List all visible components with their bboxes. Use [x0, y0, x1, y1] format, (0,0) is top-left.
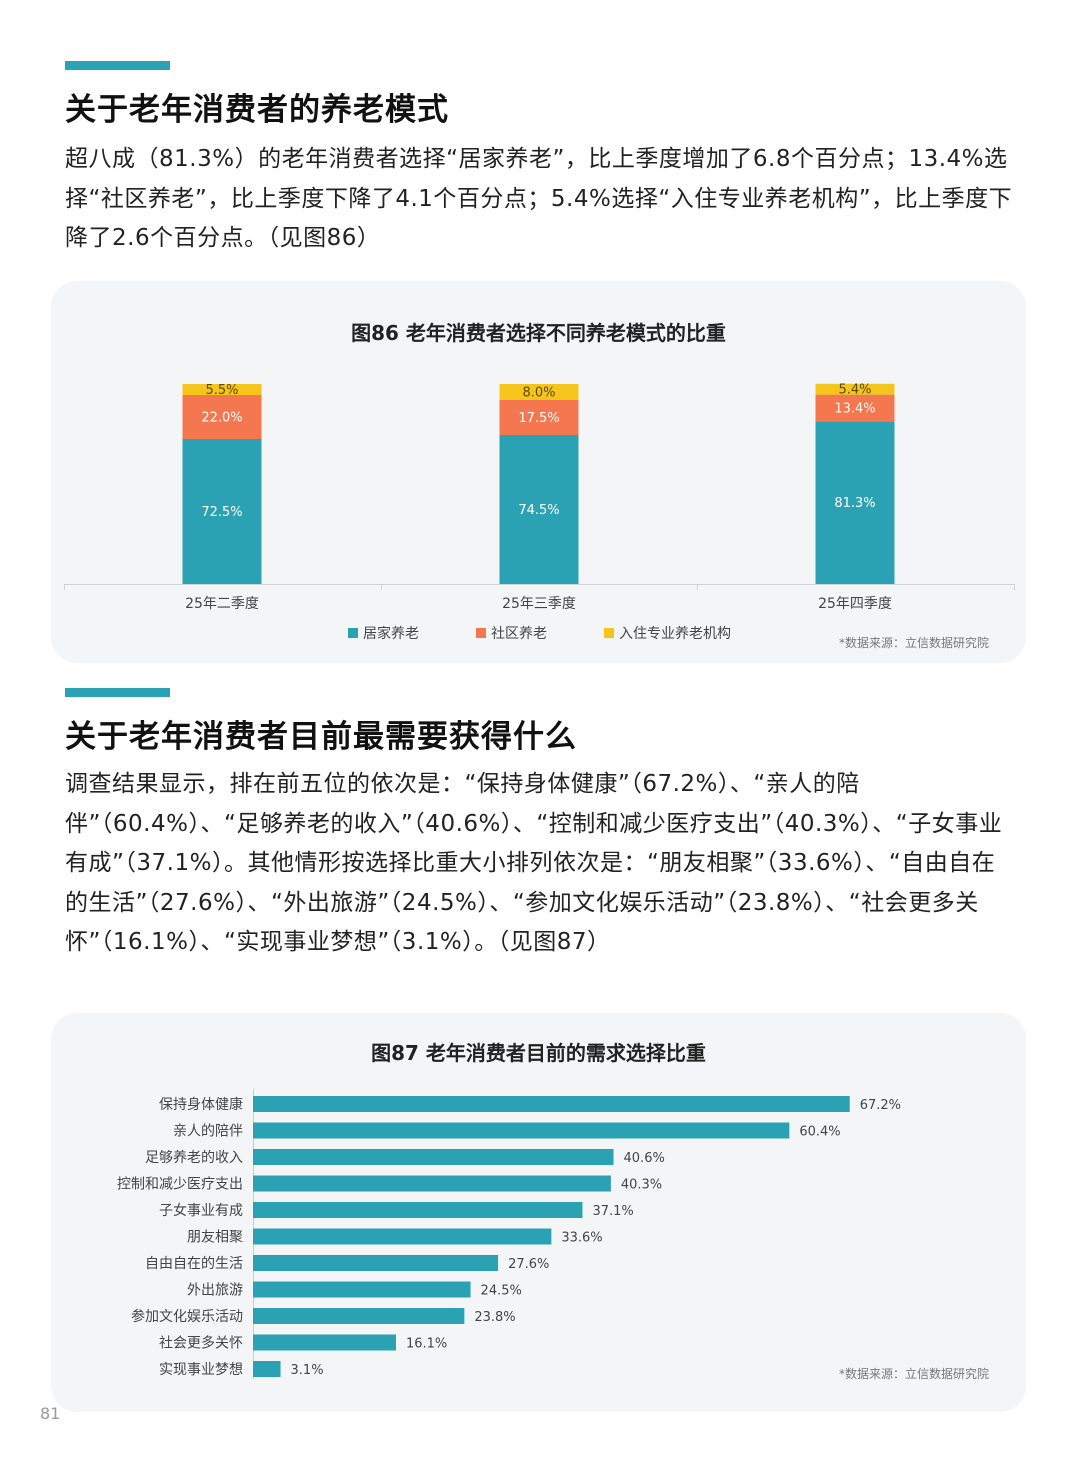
chart87-bar-3: [253, 1149, 614, 1165]
chart87-category-label-5: 子女事业有成: [159, 1202, 243, 1219]
chart87-bar-8: [253, 1281, 471, 1298]
chart86-bar-2-1: [182, 395, 262, 439]
chart86-data-label-3-1: 5.5%: [205, 383, 238, 398]
chart87-data-label-4: 40.3%: [621, 1178, 662, 1193]
chart87-data-label-11: 3.1%: [291, 1363, 324, 1378]
chart87-bar-6: [253, 1228, 552, 1245]
chart86-data-label-2-1: 22.0%: [201, 411, 242, 426]
chart87-bar-4: [253, 1175, 611, 1192]
legend-swatch-home: [348, 628, 358, 638]
legend-label-institution: 入住专业养老机构: [619, 626, 731, 642]
chart87-data-label-10: 16.1%: [406, 1337, 447, 1352]
chart86-data-label-3-3: 5.4%: [838, 383, 871, 398]
chart86-bar-1-2: [499, 435, 579, 584]
chart87-source: *数据来源：立信数据研究院: [838, 1367, 989, 1381]
chart86-bar-3-2: [499, 384, 579, 400]
chart87-category-label-1: 保持身体健康: [159, 1096, 243, 1113]
page-number: 81: [40, 1404, 61, 1423]
chart87-category-label-3: 足够养老的收入: [145, 1150, 243, 1166]
chart87-data-label-9: 23.8%: [474, 1310, 515, 1325]
chart87-data-label-7: 27.6%: [508, 1257, 549, 1272]
chart86-data-label-1-3: 81.3%: [834, 496, 875, 511]
chart87-card: 图87 老年消费者目前的需求选择比重 保持身体健康 67.2% 亲人的陪伴 60.4%…: [51, 1013, 1026, 1412]
chart86-data-label-3-2: 8.0%: [522, 386, 555, 401]
legend-swatch-community: [476, 628, 486, 638]
legend-item-home: 居家养老: [348, 623, 419, 643]
chart87-bar-10: [253, 1334, 396, 1351]
chart86-bar-2-3: [815, 394, 895, 422]
chart87-category-label-7: 自由自在的生活: [145, 1256, 243, 1272]
section1-paragraph: 超八成（81.3%）的老年消费者选择“居家养老”，比上季度增加了6.8个百分点；…: [65, 146, 1013, 251]
chart87-data-label-6: 33.6%: [561, 1231, 602, 1246]
chart87-data-label-2: 60.4%: [799, 1125, 840, 1140]
section1-accent-bar: [65, 61, 170, 70]
chart87-data-label-3: 40.6%: [624, 1151, 665, 1166]
chart87-data-label-1: 67.2%: [860, 1098, 901, 1113]
section2-paragraph: 调查结果显示，排在前五位的依次是：“保持身体健康”（67.2%）、“亲人的陪伴”…: [65, 771, 1003, 955]
chart86-source: *数据来源：立信数据研究院: [838, 636, 989, 650]
chart86-bar-2-2: [499, 400, 579, 435]
chart86-card: 图86 老年消费者选择不同养老模式的比重 72.5% 22.0% 5.5% 25年二季…: [51, 281, 1026, 663]
chart86-svg: 72.5% 22.0% 5.5% 25年二季度 74.5% 17.5% 8.0% 25年三季度…: [64, 383, 1015, 612]
legend-label-home: 居家养老: [363, 626, 419, 642]
chart86-data-label-2-2: 17.5%: [518, 411, 559, 426]
chart87-category-label-2: 亲人的陪伴: [173, 1124, 243, 1140]
chart86-bar-3-3: [815, 383, 895, 395]
section1-title: 关于老年消费者的养老模式: [65, 92, 449, 128]
chart86-data-label-1-1: 72.5%: [201, 505, 242, 520]
chart86-data-label-2-3: 13.4%: [834, 402, 875, 417]
chart87-bar-7: [253, 1255, 499, 1271]
chart87-title: 图87 老年消费者目前的需求选择比重: [371, 1041, 706, 1065]
chart87-bar-5: [253, 1202, 583, 1218]
chart87-data-label-8: 24.5%: [481, 1284, 522, 1299]
chart87-category-label-11: 实现事业梦想: [159, 1362, 243, 1378]
chart86-x-label-3: 25年四季度: [818, 596, 892, 612]
section2-title: 关于老年消费者目前最需要获得什么: [65, 719, 577, 755]
chart86-x-label-2: 25年三季度: [502, 596, 576, 612]
chart87-category-label-9: 参加文化娱乐活动: [131, 1308, 243, 1325]
chart87-bar-9: [253, 1308, 465, 1324]
chart87-category-label-6: 朋友相聚: [187, 1230, 243, 1246]
chart87-svg: 保持身体健康 67.2% 亲人的陪伴 60.4% 足够养老的收入 40.6% 控制和减少医疗…: [117, 1089, 901, 1379]
chart87-category-label-10: 社会更多关怀: [159, 1335, 243, 1352]
legend-swatch-institution: [604, 628, 614, 638]
legend-item-community: 社区养老: [476, 623, 547, 643]
section2-accent-bar: [65, 688, 170, 697]
chart86-title: 图86 老年消费者选择不同养老模式的比重: [351, 321, 726, 345]
chart86-bar-1-1: [182, 439, 262, 584]
legend-item-institution: 入住专业养老机构: [604, 623, 731, 643]
chart86-data-label-1-2: 74.5%: [518, 503, 559, 518]
legend-label-community: 社区养老: [491, 626, 547, 642]
chart87-category-label-4: 控制和减少医疗支出: [117, 1177, 243, 1193]
chart87-data-label-5: 37.1%: [592, 1204, 633, 1219]
chart87-bar-1: [253, 1096, 850, 1112]
chart86-bar-1-3: [815, 421, 895, 584]
chart87-bar-2: [253, 1122, 790, 1139]
chart87-category-label-8: 外出旅游: [187, 1283, 243, 1299]
chart86-bar-3-1: [182, 384, 262, 395]
chart86-x-label-1: 25年二季度: [185, 596, 259, 612]
chart87-bar-11: [253, 1361, 281, 1377]
